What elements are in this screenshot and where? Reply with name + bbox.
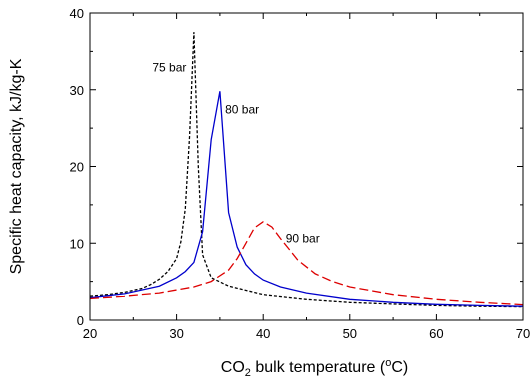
series-line-90-bar xyxy=(89,221,524,306)
x-tick-label: 20 xyxy=(83,326,97,341)
y-tick-label: 20 xyxy=(70,160,84,175)
x-axis-title-middle: bulk temperature ( xyxy=(251,359,386,376)
series-layer xyxy=(89,32,524,308)
series-line-75-bar xyxy=(89,32,524,308)
x-axis-title-end: C) xyxy=(391,359,408,376)
y-tick-label: 10 xyxy=(70,236,84,251)
series-label-90-bar: 90 bar xyxy=(286,231,320,245)
x-axis-title-superscript: o xyxy=(385,357,391,369)
series-label-80-bar: 80 bar xyxy=(225,103,259,117)
plot-frame xyxy=(89,12,524,321)
x-tick-label: 50 xyxy=(343,326,357,341)
x-tick-label: 30 xyxy=(169,326,183,341)
series-line-80-bar xyxy=(89,91,524,307)
x-axis-title-main: CO xyxy=(221,359,245,376)
x-tick-label: 60 xyxy=(429,326,443,341)
x-tick-label: 70 xyxy=(516,326,530,341)
labels-layer: 20 30 40 50 60 70 0 10 20 30 40 75 bar 80 bar 90 bar xyxy=(70,6,531,341)
y-tick-label: 30 xyxy=(70,83,84,98)
ticks-layer xyxy=(89,12,524,321)
x-tick-label: 40 xyxy=(256,326,270,341)
y-tick-label: 0 xyxy=(77,313,84,328)
x-axis-title: CO2 bulk temperature (oC) xyxy=(221,357,408,378)
y-axis-title: Specific heat capacity, kJ/kg-K xyxy=(8,58,25,274)
y-tick-label: 40 xyxy=(70,6,84,21)
x-axis-title-subscript: 2 xyxy=(245,367,251,378)
series-label-75-bar: 75 bar xyxy=(152,60,186,74)
